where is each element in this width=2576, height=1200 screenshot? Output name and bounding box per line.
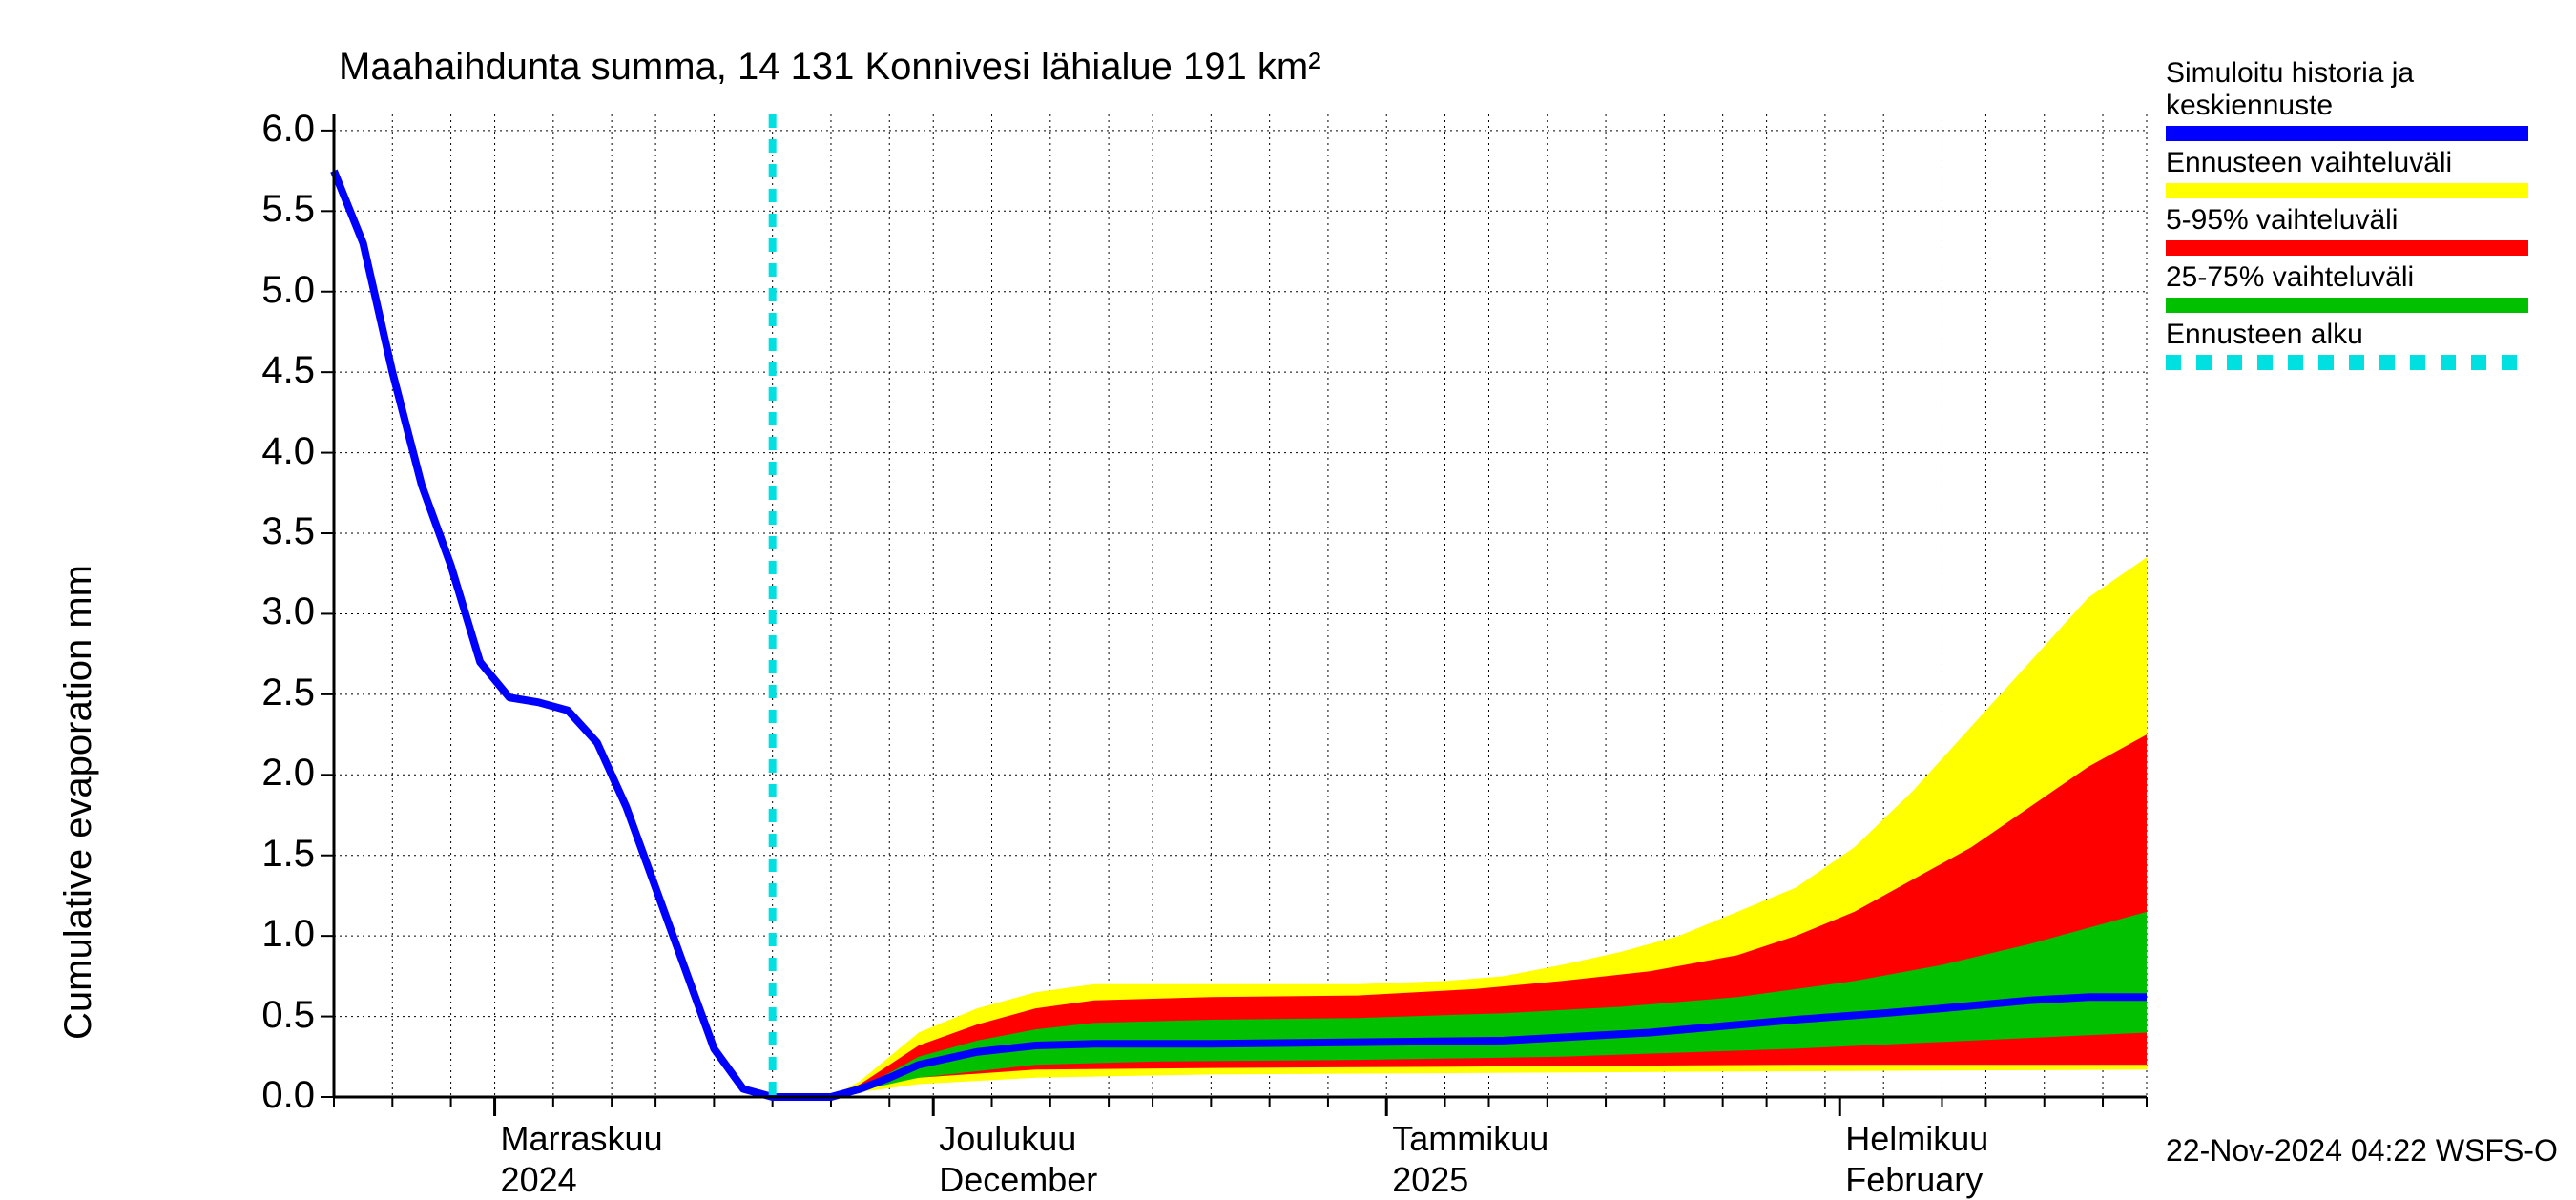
chart-container: Maahaihdunta summa, 14 131 Konnivesi läh… bbox=[0, 0, 2576, 1145]
legend-item: Simuloitu historia jakeskiennuste bbox=[2166, 57, 2528, 141]
legend-item: Ennusteen vaihteluväli bbox=[2166, 147, 2528, 198]
legend-label: keskiennuste bbox=[2166, 90, 2528, 122]
legend-item: 5-95% vaihteluväli bbox=[2166, 204, 2528, 256]
legend-label: 5-95% vaihteluväli bbox=[2166, 204, 2528, 237]
plot-area bbox=[0, 0, 2166, 1116]
legend-swatch bbox=[2166, 355, 2528, 370]
legend-swatch bbox=[2166, 240, 2528, 256]
xtick-label: Marraskuu2024 bbox=[501, 1118, 663, 1200]
legend-label: Ennusteen vaihteluväli bbox=[2166, 147, 2528, 179]
legend-label: Simuloitu historia ja bbox=[2166, 57, 2528, 90]
legend-item: 25-75% vaihteluväli bbox=[2166, 261, 2528, 313]
xtick-label: Tammikuu2025 bbox=[1392, 1118, 1548, 1200]
legend-swatch bbox=[2166, 298, 2528, 313]
legend-label: Ennusteen alku bbox=[2166, 319, 2528, 351]
timestamp: 22-Nov-2024 04:22 WSFS-O bbox=[2166, 1133, 2558, 1169]
legend-swatch bbox=[2166, 126, 2528, 141]
legend: Simuloitu historia jakeskiennuste Ennuste… bbox=[2166, 57, 2528, 376]
xtick-label: JoulukuuDecember bbox=[939, 1118, 1097, 1200]
legend-item: Ennusteen alku bbox=[2166, 319, 2528, 370]
legend-label: 25-75% vaihteluväli bbox=[2166, 261, 2528, 294]
xtick-label: HelmikuuFebruary bbox=[1845, 1118, 1988, 1200]
legend-swatch bbox=[2166, 183, 2528, 198]
